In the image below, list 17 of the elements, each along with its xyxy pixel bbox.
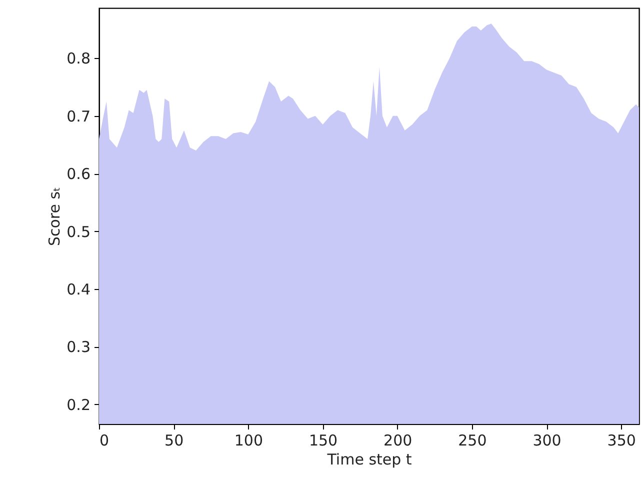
y-tick-label: 0.6 xyxy=(66,165,90,184)
x-axis-title: Time step t xyxy=(326,450,412,468)
x-tick-label: 300 xyxy=(532,432,562,450)
y-tick-label: 0.2 xyxy=(66,396,90,414)
y-tick-label: 0.5 xyxy=(66,222,90,241)
x-tick-label: 250 xyxy=(458,432,487,450)
y-tick-label: 0.8 xyxy=(66,50,90,68)
y-tick-label: 0.4 xyxy=(66,280,90,298)
x-tick-label: 100 xyxy=(234,432,263,450)
y-tick-label: 0.3 xyxy=(66,338,90,356)
x-tick-label: 50 xyxy=(164,432,184,450)
y-tick-label: 0.7 xyxy=(66,107,90,126)
x-tick-label: 150 xyxy=(308,432,338,450)
x-tick-label: 0 xyxy=(100,432,110,450)
x-tick-label: 350 xyxy=(607,432,636,450)
x-tick-label: 200 xyxy=(384,432,412,450)
y-axis-title: Score sₜ xyxy=(46,186,64,246)
